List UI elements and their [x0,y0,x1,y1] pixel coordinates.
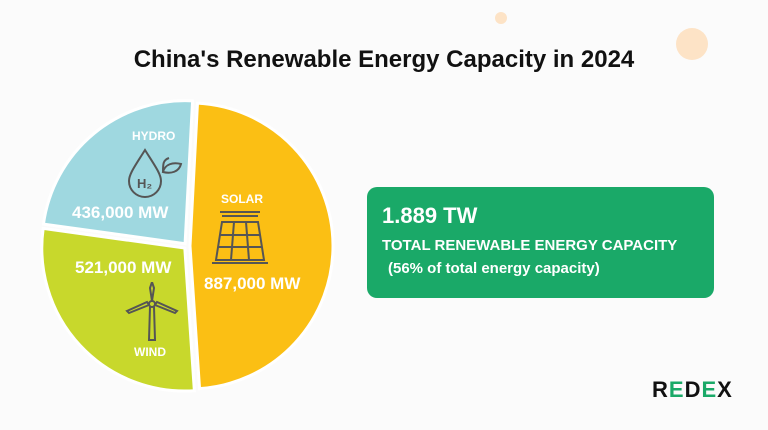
solar-panel-icon [212,211,268,264]
slice-label-wind: WIND [134,345,166,359]
slice-value-solar: 887,000 MW [204,274,301,293]
decor-dot [495,12,507,24]
slice-value-wind: 521,000 MW [75,258,172,277]
total-capacity-label: TOTAL RENEWABLE ENERGY CAPACITY [382,237,678,254]
total-capacity-value: 1.889 TW [382,203,478,228]
slice-value-hydro: 436,000 MW [72,203,169,222]
page-title: China's Renewable Energy Capacity in 202… [133,46,635,73]
slice-label-solar: SOLAR [221,192,263,206]
wind-turbine-icon [125,282,179,341]
pie-slice-wind [40,226,196,393]
redex-logo: REDEX [652,377,733,402]
slice-label-hydro: HYDRO [132,129,176,143]
pie-slice-hydro [41,99,195,246]
water-drop-h2-icon: H₂ [127,148,183,198]
decor-circle [676,28,708,60]
total-capacity-note: (56% of total energy capacity) [388,260,600,277]
total-capacity-card: 1.889 TW TOTAL RENEWABLE ENERGY CAPACITY… [367,187,714,298]
svg-text:H₂: H₂ [137,176,152,191]
